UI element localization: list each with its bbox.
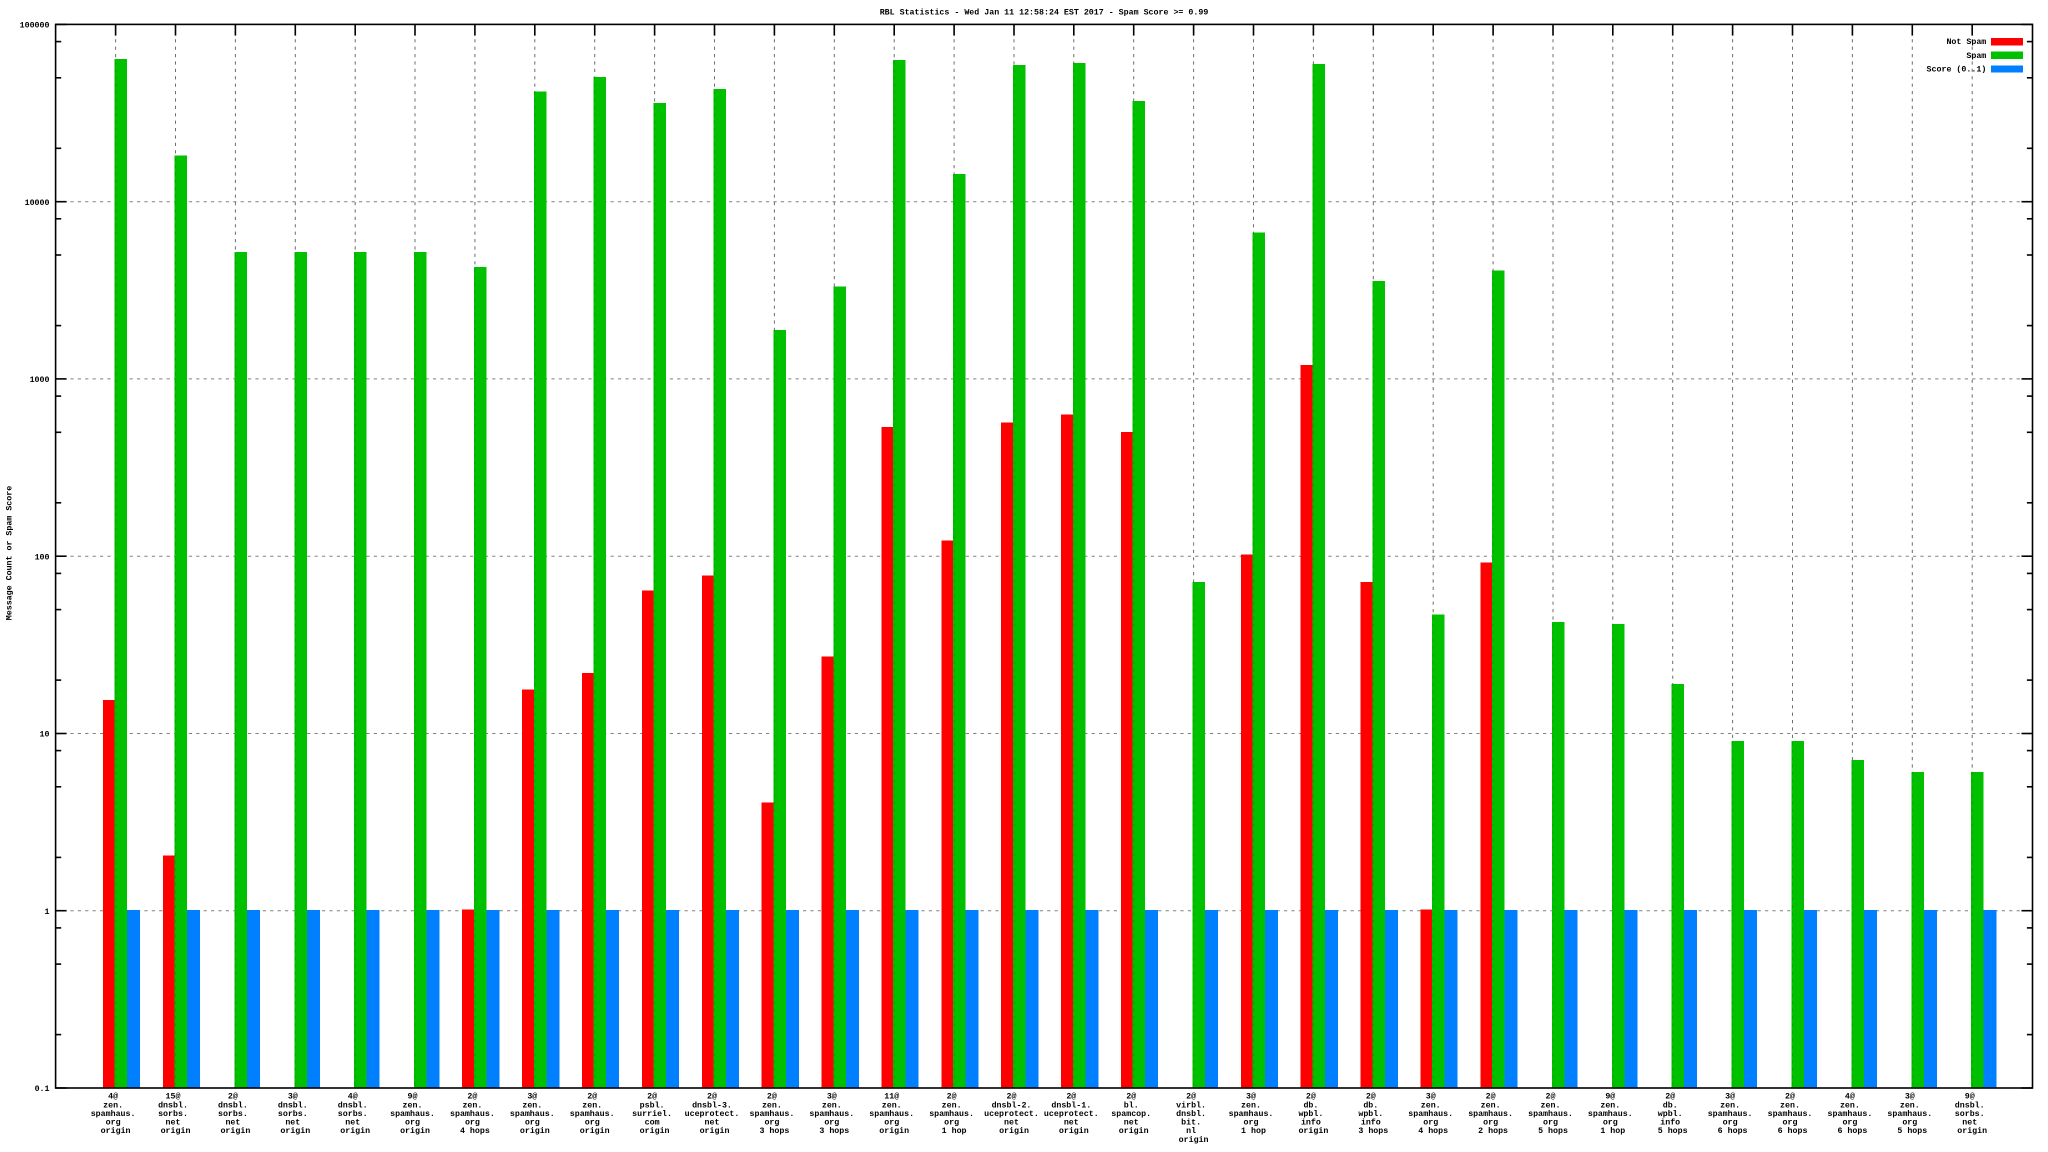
svg-text:2@ zen. spamhaus. org 2 hops: 2@ zen. spamhaus. org 2 hops — [1468, 1092, 1518, 1137]
svg-text:Message Count or Spam Score: Message Count or Spam Score — [6, 486, 15, 620]
svg-text:9@ zen. spamhaus. org origin: 9@ zen. spamhaus. org origin — [390, 1092, 440, 1137]
svg-text:2@ zen. spamhaus. org 1 hop: 2@ zen. spamhaus. org 1 hop — [929, 1092, 979, 1137]
svg-text:2@ dnsbl-2. uceprotect. net or: 2@ dnsbl-2. uceprotect. net origin — [984, 1092, 1044, 1137]
svg-text:Score (0..1): Score (0..1) — [1927, 64, 1987, 74]
svg-text:2@ psbl. surriel. com origin: 2@ psbl. surriel. com origin — [632, 1092, 677, 1137]
svg-text:1000: 1000 — [30, 376, 50, 385]
svg-text:2@ dnsbl. sorbs. net origin: 2@ dnsbl. sorbs. net origin — [218, 1092, 253, 1137]
svg-text:4@ zen. spamhaus. org 6 hops: 4@ zen. spamhaus. org 6 hops — [1828, 1092, 1878, 1137]
svg-text:100000: 100000 — [20, 22, 50, 31]
svg-text:2@ db. wpbl. info 5 hops: 2@ db. wpbl. info 5 hops — [1658, 1092, 1688, 1137]
svg-text:2@ zen. spamhaus. org 3 hops: 2@ zen. spamhaus. org 3 hops — [750, 1092, 800, 1137]
svg-text:2@ dnsbl-3. uceprotect. net or: 2@ dnsbl-3. uceprotect. net origin — [685, 1092, 745, 1137]
svg-text:Spam: Spam — [1966, 52, 1986, 61]
svg-text:3@ zen. spamhaus. org 5 hops: 3@ zen. spamhaus. org 5 hops — [1887, 1092, 1937, 1137]
svg-text:3@ zen. spamhaus. org 6 hops: 3@ zen. spamhaus. org 6 hops — [1708, 1092, 1758, 1137]
svg-text:10: 10 — [40, 731, 50, 740]
svg-text:3@ dnsbl. sorbs. net origin: 3@ dnsbl. sorbs. net origin — [278, 1092, 313, 1137]
svg-text:100: 100 — [35, 553, 50, 562]
svg-text:2@ db. wpbl. info 3 hops: 2@ db. wpbl. info 3 hops — [1358, 1092, 1388, 1137]
svg-text:3@ zen. spamhaus. org origin: 3@ zen. spamhaus. org origin — [510, 1092, 560, 1137]
svg-text:2@ bl. spamcop. net origin: 2@ bl. spamcop. net origin — [1111, 1092, 1156, 1137]
svg-text:RBL Statistics - Wed Jan 11 12: RBL Statistics - Wed Jan 11 12:58:24 EST… — [880, 8, 1209, 18]
svg-text:10000: 10000 — [25, 199, 50, 208]
svg-text:9@ zen. spamhaus. org 1 hop: 9@ zen. spamhaus. org 1 hop — [1588, 1092, 1638, 1137]
svg-text:4@ zen. spamhaus. org origin: 4@ zen. spamhaus. org origin — [91, 1092, 141, 1137]
svg-text:3@ zen. spamhaus. org 1 hop: 3@ zen. spamhaus. org 1 hop — [1229, 1092, 1279, 1137]
svg-text:2@ zen. spamhaus. org origin: 2@ zen. spamhaus. org origin — [570, 1092, 620, 1137]
svg-text:2@ virbl. dnsbl. bit. nl origi: 2@ virbl. dnsbl. bit. nl origin — [1176, 1092, 1211, 1145]
svg-text:3@ zen. spamhaus. org 4 hops: 3@ zen. spamhaus. org 4 hops — [1408, 1092, 1458, 1137]
svg-text:Not Spam: Not Spam — [1946, 38, 1986, 47]
svg-text:4@ dnsbl. sorbs. net origin: 4@ dnsbl. sorbs. net origin — [338, 1092, 373, 1137]
svg-text:1: 1 — [45, 908, 50, 917]
svg-text:15@ dnsbl. sorbs. net origin: 15@ dnsbl. sorbs. net origin — [158, 1092, 193, 1137]
svg-text:2@ zen. spamhaus. org 4 hops: 2@ zen. spamhaus. org 4 hops — [450, 1092, 500, 1137]
svg-text:2@ db. wpbl. info origin: 2@ db. wpbl. info origin — [1298, 1092, 1328, 1137]
svg-text:2@ zen. spamhaus. org 5 hops: 2@ zen. spamhaus. org 5 hops — [1528, 1092, 1578, 1137]
svg-text:3@ zen. spamhaus. org 3 hops: 3@ zen. spamhaus. org 3 hops — [809, 1092, 859, 1137]
svg-text:11@ zen. spamhaus. org origin: 11@ zen. spamhaus. org origin — [869, 1092, 919, 1137]
svg-text:9@ dnsbl. sorbs. net origin: 9@ dnsbl. sorbs. net origin — [1955, 1092, 1990, 1137]
svg-text:2@ dnsbl-1. uceprotect. net or: 2@ dnsbl-1. uceprotect. net origin — [1044, 1092, 1104, 1137]
svg-text:2@ zen. spamhaus. org 6 hops: 2@ zen. spamhaus. org 6 hops — [1768, 1092, 1818, 1137]
svg-text:0.1: 0.1 — [35, 1085, 50, 1094]
